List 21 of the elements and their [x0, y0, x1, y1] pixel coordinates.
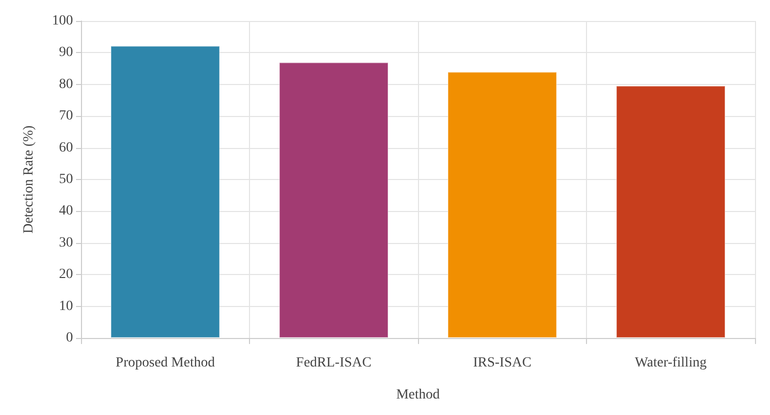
y-tick-label: 50 — [59, 172, 73, 187]
y-tick-label: 80 — [59, 76, 73, 92]
y-tick-label: 60 — [59, 140, 73, 156]
x-tick-label: IRS-ISAC — [473, 356, 532, 370]
y-tick-label: 100 — [52, 14, 73, 28]
y-tick-label: 40 — [59, 204, 73, 219]
y-tick-label: 10 — [59, 298, 73, 314]
y-tick-label: 90 — [59, 45, 73, 60]
y-tick-label: 30 — [59, 235, 73, 250]
x-tick-label: FedRL-ISAC — [296, 356, 372, 370]
bar — [278, 62, 389, 338]
y-tick-label: 70 — [59, 108, 73, 124]
bar — [110, 46, 220, 338]
bar — [447, 72, 558, 338]
y-axis-title: Detection Rate (%) — [22, 125, 36, 234]
x-tick-label: Proposed Method — [116, 356, 215, 370]
y-tick-label: 20 — [59, 267, 73, 282]
y-tick-label: 0 — [66, 330, 73, 346]
bar — [616, 86, 726, 338]
x-tick-label: Water-filling — [634, 356, 707, 370]
x-axis-title: Method — [396, 388, 440, 402]
